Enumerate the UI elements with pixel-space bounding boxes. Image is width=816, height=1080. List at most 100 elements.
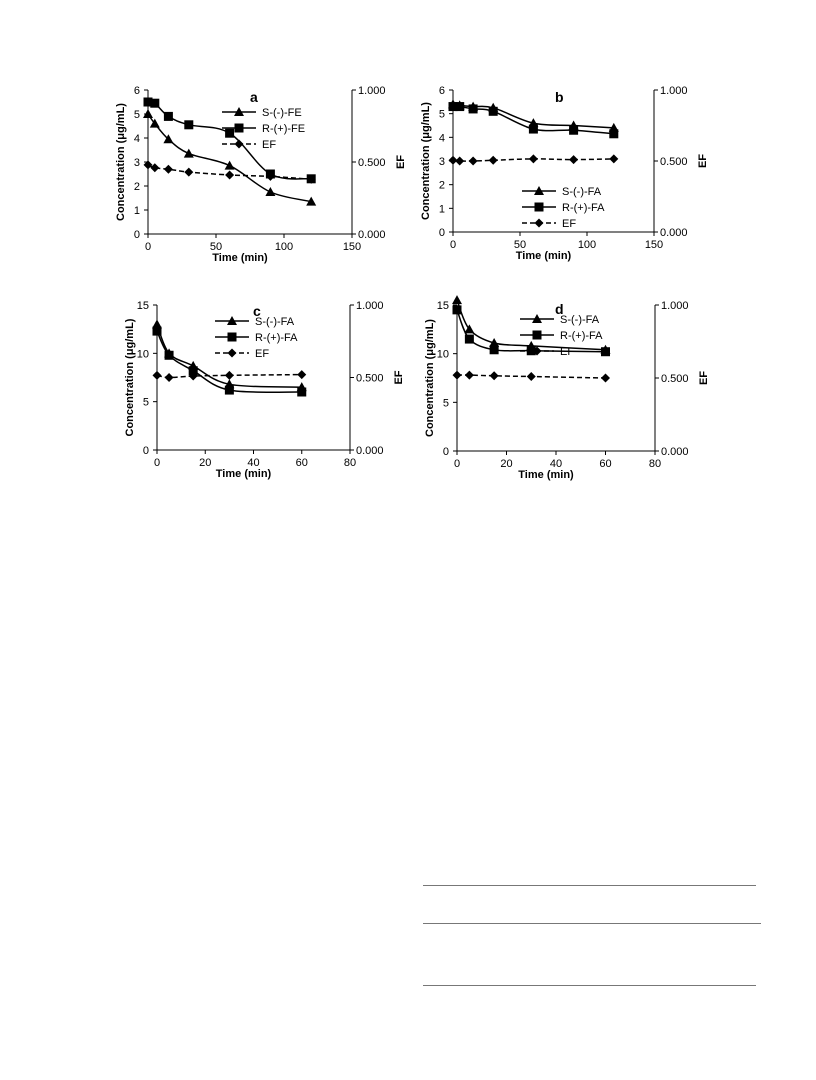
- legend-marker-square: [227, 332, 237, 342]
- y2-tick-label: 1.000: [661, 300, 689, 312]
- y-axis-title: Concentration (μg/mL): [420, 102, 432, 220]
- data-point-diamond: [265, 171, 275, 181]
- data-point-square: [489, 345, 499, 355]
- y-tick-label: 6: [134, 85, 140, 97]
- legend-label: EF: [560, 346, 574, 358]
- legend-marker-triangle: [227, 316, 237, 325]
- data-point-square: [528, 124, 538, 134]
- y-tick-label: 15: [437, 300, 449, 312]
- y2-tick-label: 0.500: [356, 373, 384, 385]
- x-tick-label: 0: [450, 239, 456, 251]
- y-tick-label: 15: [137, 300, 149, 312]
- data-point-diamond: [150, 163, 160, 173]
- x-tick-label: 60: [296, 457, 308, 469]
- data-point-square: [188, 366, 198, 376]
- y-tick-label: 0: [143, 445, 149, 457]
- legend-label: S-(-)-FA: [255, 316, 295, 328]
- data-point-diamond: [143, 160, 153, 170]
- legend-marker-square: [534, 202, 544, 212]
- data-point-square: [468, 104, 478, 114]
- y-tick-label: 2: [439, 180, 445, 192]
- data-point-diamond: [452, 370, 462, 380]
- x-tick-label: 40: [247, 457, 259, 469]
- data-point-square: [152, 326, 162, 336]
- series-line-diamond: [456, 374, 606, 379]
- data-point-diamond: [468, 156, 478, 166]
- y-tick-label: 1: [439, 203, 445, 215]
- data-point-square: [184, 120, 194, 130]
- data-point-triangle: [452, 295, 462, 305]
- y-tick-label: 5: [439, 109, 445, 121]
- data-point-diamond: [464, 370, 474, 380]
- y2-tick-label: 1.000: [660, 85, 688, 97]
- panel-label: a: [250, 89, 258, 105]
- data-point-square: [609, 129, 619, 139]
- data-point-square: [163, 111, 173, 121]
- data-point-square: [488, 106, 498, 116]
- divider-line-3: [423, 985, 756, 986]
- legend-marker-square: [234, 123, 244, 133]
- x-axis-title: Time (min): [212, 252, 268, 264]
- legend-marker-diamond: [227, 348, 237, 358]
- data-point-square: [225, 128, 235, 138]
- y-tick-label: 3: [439, 156, 445, 168]
- legend-marker-diamond: [532, 346, 542, 356]
- data-point-square: [164, 350, 174, 360]
- data-point-diamond: [528, 154, 538, 164]
- y-axis-title: Concentration (μg/mL): [424, 319, 436, 437]
- y-tick-label: 10: [137, 348, 149, 360]
- data-point-square: [224, 385, 234, 395]
- y-tick-label: 4: [439, 132, 445, 144]
- y2-tick-label: 0.000: [661, 446, 689, 458]
- data-point-diamond: [569, 155, 579, 165]
- y-tick-label: 5: [443, 397, 449, 409]
- data-point-triangle: [163, 134, 174, 144]
- data-point-square: [569, 125, 579, 135]
- panel-label: b: [555, 89, 564, 105]
- y2-tick-label: 0.000: [358, 229, 386, 241]
- chart-panel-b: 0 50 100 150 0 1 2 3 4 5 6 0.000 0.500 1.000 Time (min…: [420, 85, 709, 262]
- legend-label: S-(-)-FA: [562, 186, 602, 198]
- legend-label: EF: [262, 139, 276, 151]
- divider-line-1: [423, 885, 756, 886]
- x-tick-label: 150: [645, 239, 663, 251]
- x-tick-label: 20: [199, 457, 211, 469]
- y-tick-label: 5: [134, 109, 140, 121]
- panel-label: c: [253, 303, 261, 319]
- x-axis-title: Time (min): [216, 468, 272, 480]
- data-point-triangle: [464, 324, 475, 334]
- data-point-square: [601, 347, 610, 357]
- x-tick-label: 20: [500, 458, 512, 470]
- y-tick-label: 5: [143, 397, 149, 409]
- x-tick-label: 0: [454, 458, 460, 470]
- data-point-square: [150, 98, 160, 108]
- y2-tick-label: 1.000: [358, 85, 386, 97]
- y-tick-label: 3: [134, 157, 140, 169]
- legend-marker-triangle: [234, 107, 244, 116]
- data-point-diamond: [306, 174, 316, 184]
- y-tick-label: 1: [134, 205, 140, 217]
- x-tick-label: 60: [599, 458, 611, 470]
- y2-axis-title: EF: [393, 370, 405, 384]
- data-point-square: [143, 97, 153, 107]
- data-point-square: [464, 334, 474, 344]
- data-point-diamond: [164, 373, 174, 382]
- data-point-triangle: [143, 109, 153, 118]
- legend-label: R-(+)-FA: [255, 332, 298, 344]
- legend-marker-triangle: [532, 314, 542, 323]
- y2-tick-label: 0.500: [661, 373, 689, 385]
- data-point-triangle: [183, 148, 194, 158]
- data-point-diamond: [224, 370, 234, 380]
- x-tick-label: 40: [550, 458, 562, 470]
- legend-label: R-(+)-FE: [262, 123, 305, 135]
- legend-label: R-(+)-FA: [562, 202, 605, 214]
- x-tick-label: 0: [154, 457, 160, 469]
- y-tick-label: 4: [134, 133, 140, 145]
- data-point-triangle: [306, 196, 317, 206]
- y2-axis-title: EF: [395, 155, 407, 169]
- data-point-square: [297, 387, 307, 397]
- data-point-diamond: [188, 371, 198, 381]
- data-point-diamond: [488, 155, 498, 165]
- legend-marker-triangle: [534, 186, 544, 195]
- panel-label: d: [555, 301, 564, 317]
